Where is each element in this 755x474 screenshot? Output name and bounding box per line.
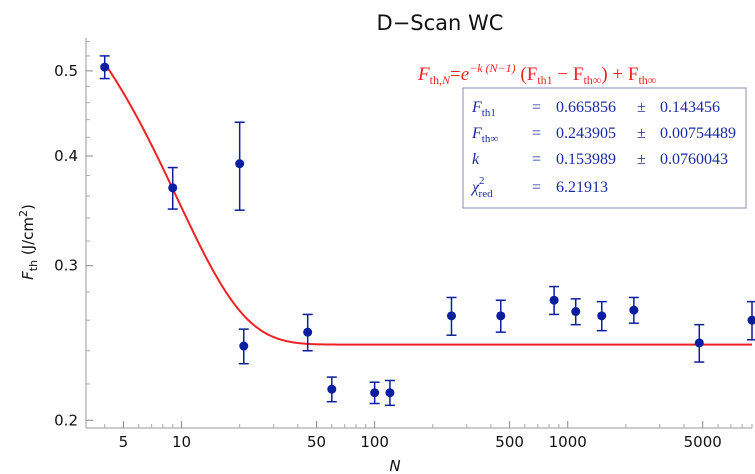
fit-row-k-pm: ± [637, 151, 646, 168]
fit-row-chi2-eq: = [532, 179, 541, 196]
data-point [446, 311, 456, 321]
fit-row-fth1-label: Fth1 [471, 99, 496, 119]
fit-row-fth1-err: 0.143456 [660, 99, 720, 116]
data-point [549, 295, 559, 305]
data-points-group [99, 55, 755, 407]
data-point [100, 62, 110, 72]
data-point [496, 311, 506, 321]
x-tick-label: 1000 [549, 433, 587, 451]
data-point [370, 388, 380, 398]
fit-row-fth1-eq: = [532, 99, 541, 116]
fit-curve [103, 62, 752, 346]
data-point [571, 307, 581, 317]
y-tick-label: 0.3 [54, 257, 78, 275]
y-tick-label: 0.5 [54, 62, 78, 80]
data-point [747, 315, 755, 325]
fit-parameters-frame [462, 87, 747, 209]
data-point [597, 311, 607, 321]
y-axis-label: Fth (J/cm2) [17, 204, 40, 280]
data-point [385, 388, 395, 398]
data-point [168, 183, 178, 193]
chart-title: D−Scan WC [377, 11, 504, 35]
fit-row-chi2-value: 6.21913 [556, 179, 608, 196]
fit-row-fthinf-eq: = [532, 125, 541, 142]
fit-row-fth1-pm: ± [637, 99, 646, 116]
fit-row-fthinf-value: 0.243905 [556, 125, 616, 142]
x-tick-label: 100 [360, 433, 389, 451]
fit-row-fth1-value: 0.665856 [556, 99, 616, 116]
y-tick-label: 0.4 [54, 147, 78, 165]
x-tick-label: 500 [495, 433, 524, 451]
fit-row-k-value: 0.153989 [556, 151, 616, 168]
fit-parameters-box: Fth1 = 0.665856 ± 0.143456 Fth∞ = 0.2439… [462, 87, 747, 209]
data-point [239, 341, 249, 351]
x-tick-label: 10 [172, 433, 191, 451]
fit-curve-group [103, 62, 752, 346]
y-tick-label: 0.2 [54, 411, 78, 429]
x-tick-label: 5000 [684, 433, 722, 451]
data-point [327, 384, 337, 394]
fit-row-fthinf-pm: ± [637, 125, 646, 142]
fit-row-k-err: 0.0760043 [660, 151, 728, 168]
fit-row-k-label: k [472, 151, 480, 168]
fit-equation: Fth,N=e−k (N−1) (Fth1 − Fth∞) + Fth∞ [417, 61, 656, 87]
fit-row-fthinf-label: Fth∞ [471, 125, 498, 145]
x-axis: 5 10 50 100 500 1000 5000 [104, 421, 753, 451]
fit-row-chi2-label: χ2 red [470, 175, 493, 200]
data-point [694, 338, 704, 348]
x-tick-label: 5 [119, 433, 129, 451]
x-tick-label: 50 [307, 433, 326, 451]
data-point [629, 305, 639, 315]
data-point [235, 159, 245, 169]
fit-row-k-eq: = [532, 151, 541, 168]
data-point [303, 327, 313, 337]
x-axis-label: N [389, 457, 400, 474]
fit-row-fthinf-err: 0.00754489 [660, 125, 736, 142]
y-axis: 0.2 0.3 0.4 0.5 [54, 41, 93, 429]
